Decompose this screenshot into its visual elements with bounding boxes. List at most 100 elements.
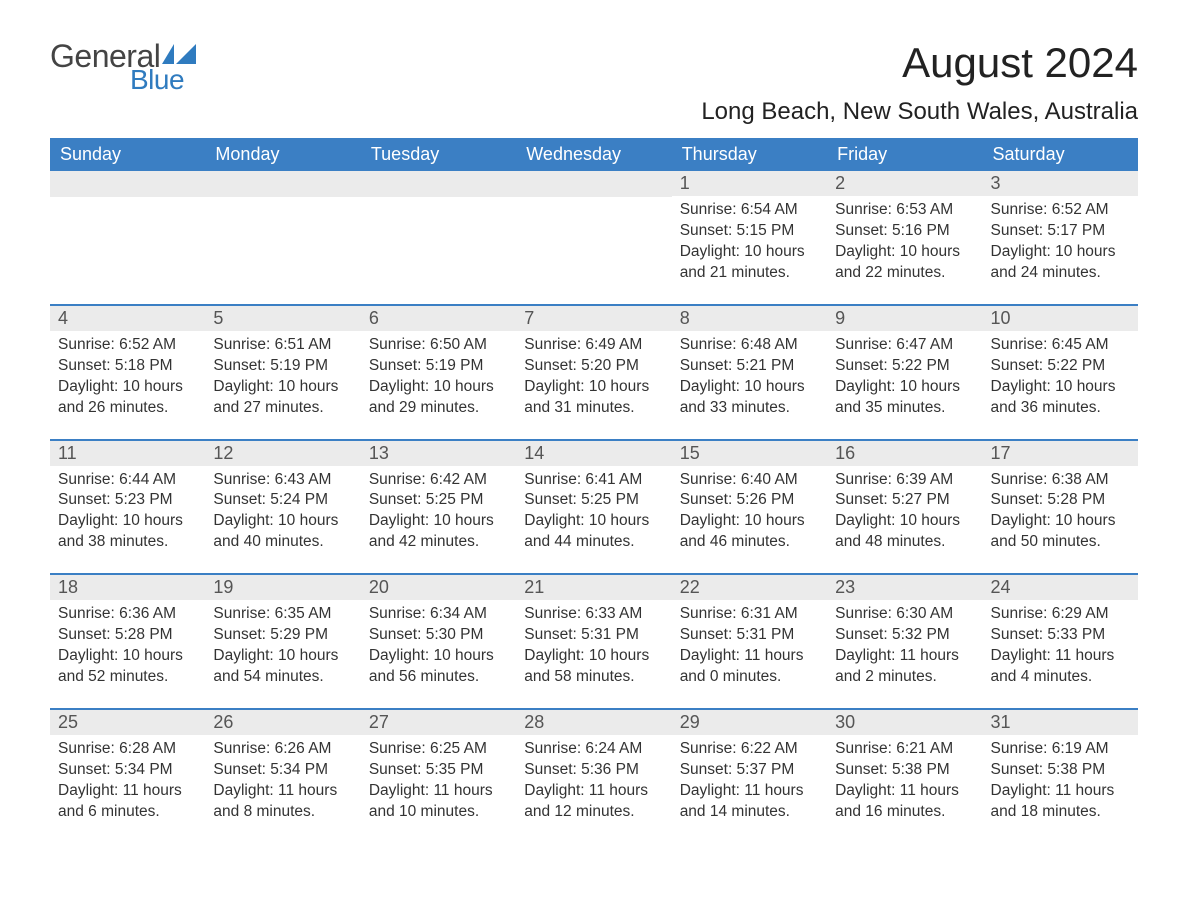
day-number-empty <box>361 171 516 197</box>
day-number: 19 <box>205 575 360 600</box>
day-number: 8 <box>672 306 827 331</box>
day-number-empty <box>516 171 671 197</box>
sunrise-text: Sunrise: 6:52 AM <box>991 200 1130 221</box>
daylight-line2: and 58 minutes. <box>524 667 663 688</box>
daylight-line1: Daylight: 10 hours <box>680 242 819 263</box>
calendar-day: 25Sunrise: 6:28 AMSunset: 5:34 PMDayligh… <box>50 710 205 831</box>
weekday-header-row: SundayMondayTuesdayWednesdayThursdayFrid… <box>50 138 1138 171</box>
calendar-day: 23Sunrise: 6:30 AMSunset: 5:32 PMDayligh… <box>827 575 982 696</box>
calendar-day: 20Sunrise: 6:34 AMSunset: 5:30 PMDayligh… <box>361 575 516 696</box>
sunset-text: Sunset: 5:15 PM <box>680 221 819 242</box>
daylight-line1: Daylight: 10 hours <box>680 377 819 398</box>
calendar-day: 3Sunrise: 6:52 AMSunset: 5:17 PMDaylight… <box>983 171 1138 292</box>
day-number: 1 <box>672 171 827 196</box>
sunset-text: Sunset: 5:22 PM <box>835 356 974 377</box>
sunset-text: Sunset: 5:31 PM <box>524 625 663 646</box>
daylight-line1: Daylight: 10 hours <box>524 646 663 667</box>
daylight-line2: and 10 minutes. <box>369 802 508 823</box>
calendar-week: 18Sunrise: 6:36 AMSunset: 5:28 PMDayligh… <box>50 573 1138 696</box>
day-number: 21 <box>516 575 671 600</box>
daylight-line1: Daylight: 10 hours <box>835 377 974 398</box>
day-details: Sunrise: 6:52 AMSunset: 5:18 PMDaylight:… <box>50 331 205 427</box>
sunset-text: Sunset: 5:30 PM <box>369 625 508 646</box>
page-header: General Blue August 2024 Long Beach, New… <box>50 40 1138 126</box>
calendar-day: 8Sunrise: 6:48 AMSunset: 5:21 PMDaylight… <box>672 306 827 427</box>
sunrise-text: Sunrise: 6:39 AM <box>835 470 974 491</box>
daylight-line2: and 8 minutes. <box>213 802 352 823</box>
calendar-day: 1Sunrise: 6:54 AMSunset: 5:15 PMDaylight… <box>672 171 827 292</box>
daylight-line1: Daylight: 10 hours <box>213 511 352 532</box>
day-details: Sunrise: 6:35 AMSunset: 5:29 PMDaylight:… <box>205 600 360 696</box>
sunset-text: Sunset: 5:24 PM <box>213 490 352 511</box>
calendar-week: 25Sunrise: 6:28 AMSunset: 5:34 PMDayligh… <box>50 708 1138 831</box>
daylight-line2: and 56 minutes. <box>369 667 508 688</box>
daylight-line1: Daylight: 11 hours <box>835 781 974 802</box>
daylight-line2: and 26 minutes. <box>58 398 197 419</box>
sunrise-text: Sunrise: 6:31 AM <box>680 604 819 625</box>
weekday-header: Tuesday <box>361 138 516 171</box>
day-number: 31 <box>983 710 1138 735</box>
daylight-line2: and 33 minutes. <box>680 398 819 419</box>
day-details: Sunrise: 6:25 AMSunset: 5:35 PMDaylight:… <box>361 735 516 831</box>
daylight-line1: Daylight: 11 hours <box>524 781 663 802</box>
calendar-day: 28Sunrise: 6:24 AMSunset: 5:36 PMDayligh… <box>516 710 671 831</box>
daylight-line1: Daylight: 11 hours <box>835 646 974 667</box>
daylight-line2: and 0 minutes. <box>680 667 819 688</box>
day-details: Sunrise: 6:21 AMSunset: 5:38 PMDaylight:… <box>827 735 982 831</box>
month-title: August 2024 <box>701 40 1138 86</box>
calendar-day: 2Sunrise: 6:53 AMSunset: 5:16 PMDaylight… <box>827 171 982 292</box>
day-details: Sunrise: 6:50 AMSunset: 5:19 PMDaylight:… <box>361 331 516 427</box>
sunrise-text: Sunrise: 6:44 AM <box>58 470 197 491</box>
daylight-line2: and 48 minutes. <box>835 532 974 553</box>
daylight-line2: and 2 minutes. <box>835 667 974 688</box>
day-number: 6 <box>361 306 516 331</box>
sunset-text: Sunset: 5:28 PM <box>991 490 1130 511</box>
sunset-text: Sunset: 5:36 PM <box>524 760 663 781</box>
daylight-line1: Daylight: 10 hours <box>524 377 663 398</box>
sunset-text: Sunset: 5:38 PM <box>991 760 1130 781</box>
sunset-text: Sunset: 5:16 PM <box>835 221 974 242</box>
sunrise-text: Sunrise: 6:24 AM <box>524 739 663 760</box>
calendar-day: 5Sunrise: 6:51 AMSunset: 5:19 PMDaylight… <box>205 306 360 427</box>
day-details: Sunrise: 6:36 AMSunset: 5:28 PMDaylight:… <box>50 600 205 696</box>
sunset-text: Sunset: 5:34 PM <box>213 760 352 781</box>
day-details: Sunrise: 6:51 AMSunset: 5:19 PMDaylight:… <box>205 331 360 427</box>
calendar-day: 30Sunrise: 6:21 AMSunset: 5:38 PMDayligh… <box>827 710 982 831</box>
sunrise-text: Sunrise: 6:41 AM <box>524 470 663 491</box>
daylight-line2: and 6 minutes. <box>58 802 197 823</box>
sunrise-text: Sunrise: 6:53 AM <box>835 200 974 221</box>
day-details: Sunrise: 6:40 AMSunset: 5:26 PMDaylight:… <box>672 466 827 562</box>
day-number: 2 <box>827 171 982 196</box>
weekday-header: Friday <box>827 138 982 171</box>
calendar-week: 4Sunrise: 6:52 AMSunset: 5:18 PMDaylight… <box>50 304 1138 427</box>
sunset-text: Sunset: 5:19 PM <box>369 356 508 377</box>
sunset-text: Sunset: 5:28 PM <box>58 625 197 646</box>
sunset-text: Sunset: 5:20 PM <box>524 356 663 377</box>
day-details: Sunrise: 6:42 AMSunset: 5:25 PMDaylight:… <box>361 466 516 562</box>
day-details: Sunrise: 6:34 AMSunset: 5:30 PMDaylight:… <box>361 600 516 696</box>
day-details: Sunrise: 6:26 AMSunset: 5:34 PMDaylight:… <box>205 735 360 831</box>
logo-text-blue: Blue <box>130 66 196 94</box>
calendar-day: 4Sunrise: 6:52 AMSunset: 5:18 PMDaylight… <box>50 306 205 427</box>
sunrise-text: Sunrise: 6:35 AM <box>213 604 352 625</box>
day-number: 26 <box>205 710 360 735</box>
calendar-day: 12Sunrise: 6:43 AMSunset: 5:24 PMDayligh… <box>205 441 360 562</box>
calendar-day: 16Sunrise: 6:39 AMSunset: 5:27 PMDayligh… <box>827 441 982 562</box>
daylight-line2: and 31 minutes. <box>524 398 663 419</box>
daylight-line2: and 14 minutes. <box>680 802 819 823</box>
weekday-header: Sunday <box>50 138 205 171</box>
calendar-grid: SundayMondayTuesdayWednesdayThursdayFrid… <box>50 138 1138 830</box>
day-details: Sunrise: 6:28 AMSunset: 5:34 PMDaylight:… <box>50 735 205 831</box>
day-details: Sunrise: 6:54 AMSunset: 5:15 PMDaylight:… <box>672 196 827 292</box>
sunrise-text: Sunrise: 6:40 AM <box>680 470 819 491</box>
calendar-day <box>516 171 671 292</box>
calendar-day: 24Sunrise: 6:29 AMSunset: 5:33 PMDayligh… <box>983 575 1138 696</box>
sunrise-text: Sunrise: 6:19 AM <box>991 739 1130 760</box>
day-number: 15 <box>672 441 827 466</box>
daylight-line1: Daylight: 10 hours <box>58 646 197 667</box>
daylight-line1: Daylight: 10 hours <box>58 511 197 532</box>
daylight-line2: and 24 minutes. <box>991 263 1130 284</box>
calendar-day: 14Sunrise: 6:41 AMSunset: 5:25 PMDayligh… <box>516 441 671 562</box>
daylight-line2: and 27 minutes. <box>213 398 352 419</box>
day-details: Sunrise: 6:30 AMSunset: 5:32 PMDaylight:… <box>827 600 982 696</box>
